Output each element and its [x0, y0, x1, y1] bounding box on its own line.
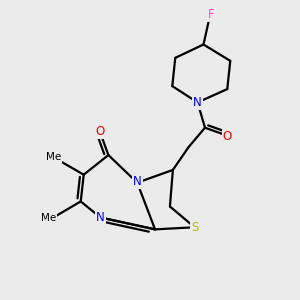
Text: Me: Me — [41, 213, 57, 224]
Text: O: O — [223, 130, 232, 143]
Text: O: O — [96, 125, 105, 138]
Text: N: N — [193, 96, 202, 109]
Text: F: F — [208, 8, 214, 21]
Text: Me: Me — [46, 152, 61, 162]
Text: N: N — [133, 175, 142, 188]
Text: S: S — [191, 221, 198, 234]
Text: N: N — [96, 211, 105, 224]
